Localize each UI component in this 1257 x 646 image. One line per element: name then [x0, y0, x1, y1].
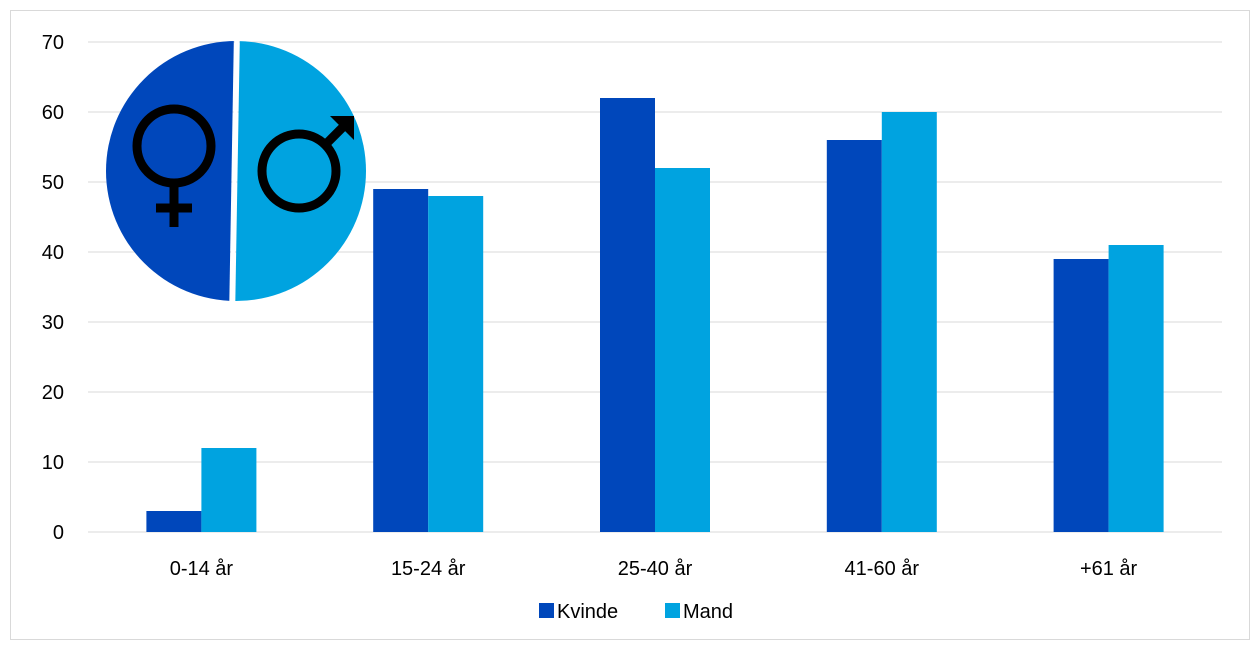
y-tick-label: 50	[42, 172, 64, 194]
y-tick-label: 60	[42, 102, 64, 124]
legend-label-kvinde: Kvinde	[557, 601, 618, 623]
x-axis-tick-labels: 0-14 år 15-24 år 25-40 år 41-60 år +61 år	[170, 558, 1138, 580]
legend: Kvinde Mand	[539, 601, 733, 623]
x-tick-label: 15-24 år	[391, 558, 466, 580]
legend-swatch-kvinde	[539, 603, 554, 618]
bar-kvinde-2	[600, 98, 655, 532]
bar-mand-2	[655, 168, 710, 532]
bar-mand-1	[428, 196, 484, 532]
x-tick-label: +61 år	[1080, 558, 1138, 580]
bar-kvinde-1	[373, 189, 429, 532]
legend-label-mand: Mand	[683, 601, 733, 623]
y-tick-label: 40	[42, 242, 64, 264]
bar-kvinde-3	[826, 140, 882, 532]
y-tick-label: 30	[42, 312, 64, 334]
bar-kvinde-0	[146, 511, 202, 532]
y-tick-label: 10	[42, 452, 64, 474]
legend-swatch-mand	[665, 603, 680, 618]
y-axis-tick-labels: 0 10 20 30 40 50 60 70	[42, 32, 64, 544]
bars	[146, 98, 1164, 532]
circle-divider	[230, 41, 239, 301]
y-tick-label: 20	[42, 382, 64, 404]
bar-mand-4	[1108, 245, 1164, 532]
x-tick-label: 0-14 år	[170, 558, 234, 580]
y-tick-label: 0	[53, 522, 64, 544]
x-tick-label: 25-40 år	[618, 558, 693, 580]
bar-mand-0	[201, 448, 257, 532]
female-symbol-icon	[132, 104, 216, 227]
y-tick-label: 70	[42, 32, 64, 54]
bar-mand-3	[881, 112, 937, 532]
gender-circle-graphic	[106, 41, 366, 301]
x-tick-label: 41-60 år	[845, 558, 920, 580]
bar-kvinde-4	[1053, 259, 1109, 532]
male-symbol-arrowhead	[330, 116, 354, 140]
